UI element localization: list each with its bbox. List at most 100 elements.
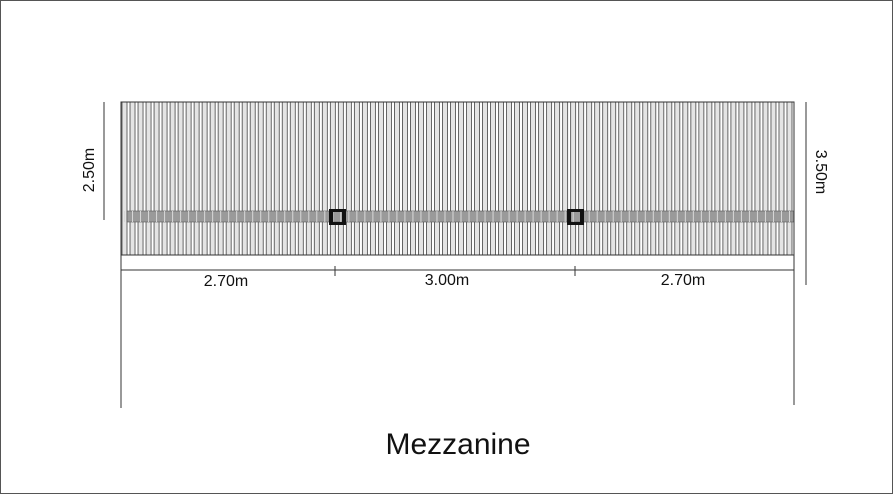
post [342, 209, 346, 225]
title: Mezzanine [385, 428, 530, 461]
slat [233, 101, 240, 256]
slat [474, 101, 480, 256]
posts [329, 209, 584, 225]
slat [410, 101, 416, 256]
slat-over-beam [292, 211, 294, 222]
dimension-lines [103, 102, 807, 408]
slat [241, 101, 248, 256]
slat [193, 101, 200, 256]
slat [209, 101, 216, 256]
slat [153, 101, 160, 256]
slat [482, 101, 488, 256]
slat-over-beam [716, 211, 718, 222]
slat-over-beam [244, 211, 246, 222]
post [329, 209, 333, 225]
slat-over-beam [364, 211, 366, 222]
slat [762, 101, 769, 256]
slat [610, 101, 617, 256]
post [571, 222, 580, 225]
slat [522, 101, 529, 256]
dimension-label: 2.70m [661, 272, 705, 289]
slat [514, 101, 520, 256]
slat [329, 101, 336, 256]
slat [490, 101, 496, 256]
slat-over-beam [164, 211, 166, 222]
post [333, 222, 342, 225]
dimension-label: 3.50m [812, 150, 829, 194]
slat-over-beam [740, 211, 742, 222]
slat-over-beam [660, 211, 662, 222]
slat-over-beam [572, 211, 574, 222]
slat-over-beam [628, 211, 630, 222]
slat [345, 101, 352, 256]
slat-over-beam [452, 211, 454, 222]
slat [714, 101, 721, 256]
slat [418, 101, 424, 256]
dimension-label: 3.00m [425, 272, 469, 289]
slat-over-beam [316, 211, 318, 222]
slat [185, 101, 192, 256]
slat-over-beam [260, 211, 262, 222]
slat-over-beam [172, 211, 174, 222]
slat [642, 101, 649, 256]
slat [129, 101, 136, 256]
slat-over-beam [140, 211, 142, 222]
slat [730, 101, 737, 256]
slat [385, 101, 392, 256]
slat [498, 101, 504, 256]
slat [666, 101, 673, 256]
slat-over-beam [388, 211, 390, 222]
slat [546, 101, 553, 256]
slat-over-beam [484, 211, 486, 222]
slat [402, 101, 408, 256]
slat-over-beam [612, 211, 614, 222]
slat-over-beam [524, 211, 526, 222]
slat-over-beam [764, 211, 766, 222]
slat-over-beam [124, 211, 126, 222]
slat [353, 101, 360, 256]
slat-over-beam [676, 211, 678, 222]
slat [658, 101, 665, 256]
slat [361, 101, 368, 256]
post [571, 209, 580, 212]
slat [618, 101, 625, 256]
slat [778, 101, 785, 256]
post [567, 209, 571, 225]
slat [177, 101, 184, 256]
slat [289, 101, 296, 256]
slat-over-beam [204, 211, 206, 222]
slat [217, 101, 224, 256]
slat-over-beam [788, 211, 790, 222]
slat-over-beam [284, 211, 286, 222]
slat-over-beam [396, 211, 398, 222]
slat-over-beam [156, 211, 158, 222]
slat [265, 101, 272, 256]
slat-over-beam [604, 211, 606, 222]
dimension-label: 2.50m [81, 148, 98, 192]
slat-over-beam [476, 211, 478, 222]
slat [650, 101, 657, 256]
slat-over-beam [756, 211, 758, 222]
slat-over-beam [428, 211, 430, 222]
slat [169, 101, 176, 256]
slat-over-beam [748, 211, 750, 222]
slat-over-beam [356, 211, 358, 222]
slat [698, 101, 705, 256]
slat-over-beam [404, 211, 406, 222]
slat [442, 101, 448, 256]
slat-over-beam [564, 211, 566, 222]
slat-over-beam [380, 211, 382, 222]
slat [578, 101, 585, 256]
slat [586, 101, 593, 256]
slat-over-beam [340, 211, 342, 222]
slat [594, 101, 601, 256]
slat-over-beam [436, 211, 438, 222]
slat [738, 101, 745, 256]
slat [201, 101, 208, 256]
slat [121, 101, 128, 256]
slat [273, 101, 280, 256]
slat [554, 101, 561, 256]
slat [690, 101, 697, 256]
slat [626, 101, 633, 256]
slat-over-beam [180, 211, 182, 222]
